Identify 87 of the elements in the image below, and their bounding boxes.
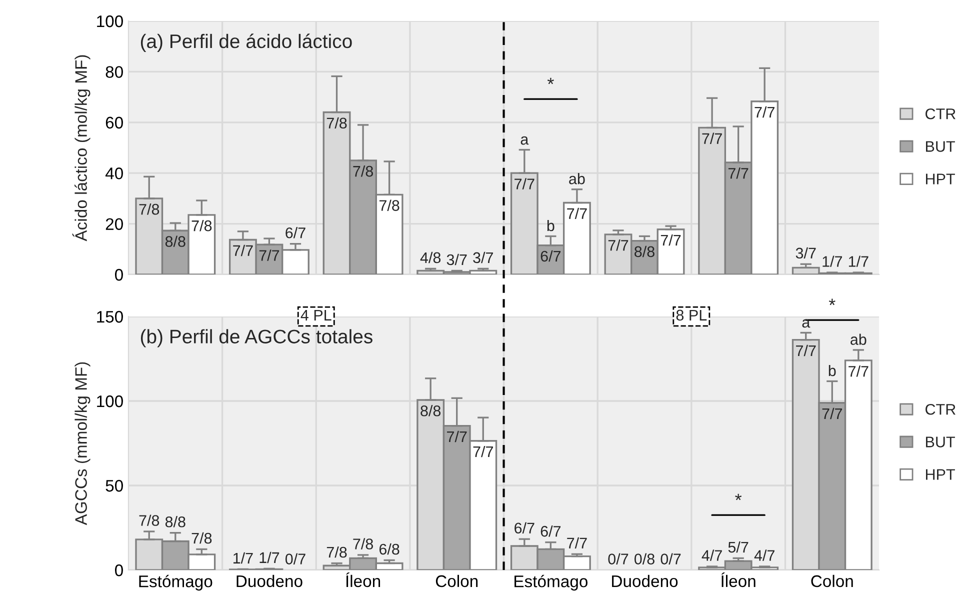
- y-axis-title: AGCCs (mmol/kg MF): [74, 362, 90, 526]
- annotation: 3/7: [473, 252, 493, 264]
- y-tick-label: 100: [97, 395, 123, 408]
- annotation: ab: [850, 334, 866, 345]
- legend-label: HPT: [926, 174, 955, 184]
- y-tick-label: 40: [105, 168, 123, 180]
- x-tick-label: Duodeno: [236, 574, 302, 588]
- y-tick-label: 0: [115, 268, 123, 281]
- annotation: 7/8: [192, 532, 212, 544]
- x-tick-label: Duodeno: [612, 574, 678, 588]
- x-tick-label: Íleon: [346, 572, 380, 588]
- annotation: 5/7: [728, 541, 748, 553]
- annotation: 7/8: [139, 514, 160, 526]
- annotation: 7/8: [353, 165, 373, 177]
- annotation: b: [828, 364, 836, 376]
- annotation: 4 PL: [300, 310, 332, 320]
- annotation: 7/7: [233, 244, 253, 256]
- annotation: 4/7: [754, 550, 774, 561]
- x-tick-label: Colon: [811, 574, 853, 588]
- annotation: ab: [569, 173, 585, 184]
- annotation: 1/7: [260, 552, 280, 564]
- annotation: 7/7: [848, 366, 868, 377]
- text: (b) Perfil de AGCCs totales: [140, 329, 372, 348]
- annotation: 1/7: [848, 256, 868, 267]
- annotation: 0/7: [285, 553, 306, 564]
- y-tick-label: 20: [106, 218, 123, 230]
- annotation: 7/7: [259, 250, 280, 261]
- annotation: *: [547, 78, 554, 84]
- annotation: 6/7: [540, 526, 561, 537]
- annotation: 1/7: [233, 552, 253, 564]
- annotation: 7/7: [473, 446, 493, 458]
- annotation: 7/8: [326, 546, 347, 558]
- y-tick-label: 0: [115, 564, 123, 576]
- annotation: *: [735, 494, 742, 500]
- y-axis-title: Ácido láctico (mol/kg MF): [72, 55, 90, 242]
- annotation: 0/8: [634, 553, 654, 564]
- annotation: 6/7: [514, 522, 534, 534]
- legend-label: BUT: [926, 141, 955, 152]
- annotation: 8/8: [634, 246, 654, 258]
- annotation: 8 PL: [676, 310, 707, 321]
- annotation: 7/7: [447, 430, 467, 442]
- y-tick-label: 100: [97, 15, 123, 28]
- annotation: 7/7: [822, 408, 842, 420]
- annotation: 7/8: [353, 538, 373, 550]
- x-tick-label: Estómago: [139, 574, 212, 591]
- annotation: 4/8: [420, 252, 441, 264]
- annotation: 7/8: [192, 220, 212, 232]
- annotation: 7/8: [139, 204, 160, 215]
- annotation: 7/8: [326, 117, 347, 129]
- annotation: 7/7: [728, 168, 748, 179]
- x-tick-label: Estómago: [514, 574, 588, 591]
- legend-label: HPT: [926, 469, 955, 480]
- annotation: a: [520, 136, 529, 145]
- annotation: 3/7: [796, 247, 816, 259]
- text: *: [828, 298, 836, 306]
- annotation: 7/7: [514, 178, 534, 190]
- annotation: 6/8: [379, 543, 400, 555]
- annotation: 3/7: [446, 254, 467, 266]
- annotation: 8/8: [165, 516, 186, 528]
- annotation: 7/7: [608, 240, 628, 251]
- annotation: 7/8: [379, 200, 400, 211]
- legend-label: BUT: [926, 436, 955, 448]
- annotation: 8/8: [420, 405, 441, 416]
- annotation: 7/7: [567, 208, 587, 220]
- legend-label: CTR: [926, 404, 956, 415]
- annotation: 0/7: [660, 553, 681, 564]
- x-tick-label: Íleon: [721, 572, 756, 588]
- annotation: 8/8: [165, 236, 186, 247]
- y-tick-label: 80: [106, 66, 123, 78]
- legend-label: CTR: [926, 108, 956, 120]
- annotation: 6/7: [286, 227, 306, 238]
- annotation: 7/7: [796, 344, 816, 356]
- annotation: 7/7: [567, 537, 587, 549]
- annotation: b: [547, 220, 554, 232]
- annotation: 7/7: [754, 106, 774, 118]
- annotation: 6/7: [540, 250, 561, 262]
- annotation: 7/7: [702, 132, 722, 144]
- x-tick-label: Colon: [436, 574, 478, 588]
- annotation: 1/7: [822, 256, 842, 267]
- annotation: 4/7: [702, 550, 722, 561]
- y-tick-label: 60: [106, 116, 123, 129]
- text: (a) Perfil de ácido láctico: [140, 34, 352, 52]
- annotation: a: [802, 319, 810, 328]
- annotation: 7/7: [660, 234, 681, 246]
- annotation: 0/7: [608, 553, 628, 564]
- y-tick-label: 50: [106, 480, 123, 492]
- y-tick-label: 150: [97, 310, 123, 323]
